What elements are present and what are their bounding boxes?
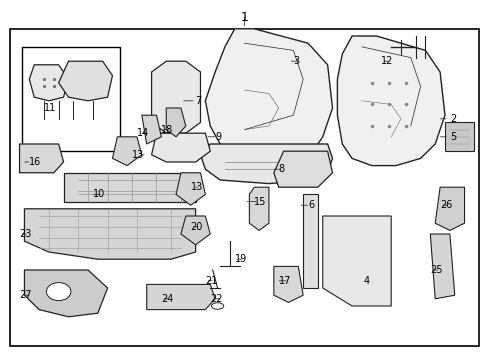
Polygon shape <box>24 270 107 317</box>
Polygon shape <box>146 284 215 310</box>
Polygon shape <box>24 209 195 259</box>
Text: 5: 5 <box>449 132 455 142</box>
Polygon shape <box>112 137 142 166</box>
Text: 4: 4 <box>363 276 369 286</box>
Text: 9: 9 <box>215 132 221 142</box>
Polygon shape <box>166 108 185 137</box>
Polygon shape <box>429 234 454 299</box>
Polygon shape <box>151 133 210 162</box>
Polygon shape <box>142 115 161 144</box>
Text: 21: 21 <box>205 276 217 286</box>
Polygon shape <box>444 122 473 151</box>
Circle shape <box>46 283 71 301</box>
Polygon shape <box>322 216 390 306</box>
Polygon shape <box>303 194 317 288</box>
Text: 22: 22 <box>210 294 223 304</box>
Polygon shape <box>273 151 332 187</box>
Text: 19: 19 <box>234 254 246 264</box>
Text: 16: 16 <box>29 157 41 167</box>
Polygon shape <box>63 173 195 202</box>
Polygon shape <box>337 36 444 166</box>
Text: 10: 10 <box>93 189 105 199</box>
Text: 18: 18 <box>161 125 173 135</box>
Text: 2: 2 <box>449 114 455 124</box>
Text: 1: 1 <box>240 11 248 24</box>
Bar <box>10 29 478 346</box>
Polygon shape <box>59 61 112 101</box>
Polygon shape <box>205 29 332 166</box>
Polygon shape <box>273 266 303 302</box>
Polygon shape <box>200 144 332 184</box>
Text: 8: 8 <box>278 164 285 174</box>
Text: 11: 11 <box>44 103 56 113</box>
Text: 25: 25 <box>429 265 442 275</box>
Polygon shape <box>29 65 68 101</box>
Text: 27: 27 <box>20 290 32 300</box>
Text: 20: 20 <box>190 222 203 232</box>
Text: 24: 24 <box>161 294 173 304</box>
Text: 7: 7 <box>195 96 202 106</box>
Ellipse shape <box>211 303 224 309</box>
Text: 13: 13 <box>190 182 203 192</box>
Polygon shape <box>181 216 210 245</box>
Text: 26: 26 <box>439 200 451 210</box>
Polygon shape <box>249 187 268 230</box>
Text: 12: 12 <box>381 56 393 66</box>
Text: 13: 13 <box>132 150 144 160</box>
Polygon shape <box>176 173 205 205</box>
Text: 17: 17 <box>278 276 290 286</box>
Text: 3: 3 <box>293 56 299 66</box>
Bar <box>22 47 120 151</box>
Text: 6: 6 <box>307 200 314 210</box>
Polygon shape <box>151 61 200 133</box>
Polygon shape <box>434 187 464 230</box>
Text: 23: 23 <box>20 229 32 239</box>
Text: 15: 15 <box>254 197 266 207</box>
Text: 14: 14 <box>137 128 149 138</box>
Polygon shape <box>20 144 63 173</box>
